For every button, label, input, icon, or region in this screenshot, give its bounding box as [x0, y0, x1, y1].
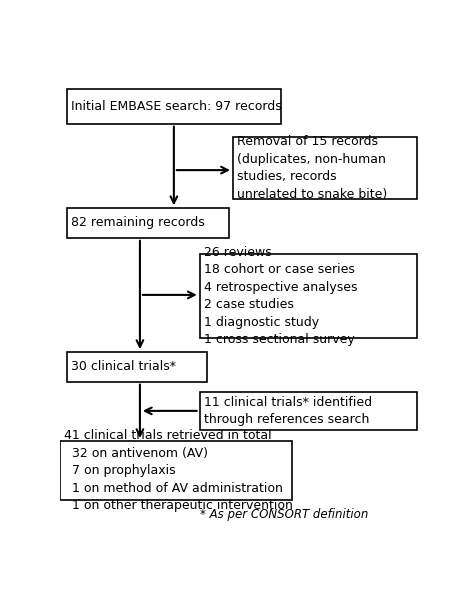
FancyBboxPatch shape — [67, 90, 281, 124]
FancyBboxPatch shape — [60, 441, 292, 500]
FancyBboxPatch shape — [67, 352, 207, 382]
Text: Removal of 15 records
(duplicates, non-human
studies, records
unrelated to snake: Removal of 15 records (duplicates, non-h… — [238, 135, 387, 201]
Text: 41 clinical trials retrieved in total
  32 on antivenom (AV)
  7 on prophylaxis
: 41 clinical trials retrieved in total 32… — [64, 429, 293, 512]
FancyBboxPatch shape — [233, 138, 417, 199]
Text: * As per CONSORT definition: * As per CONSORT definition — [200, 508, 368, 521]
Text: 11 clinical trials* identified
through references search: 11 clinical trials* identified through r… — [204, 396, 372, 426]
Text: Initial EMBASE search: 97 records: Initial EMBASE search: 97 records — [71, 100, 282, 113]
FancyBboxPatch shape — [67, 208, 229, 238]
FancyBboxPatch shape — [200, 254, 417, 338]
Text: 30 clinical trials*: 30 clinical trials* — [71, 361, 176, 374]
FancyBboxPatch shape — [200, 392, 417, 429]
Text: 26 reviews
18 cohort or case series
4 retrospective analyses
2 case studies
1 di: 26 reviews 18 cohort or case series 4 re… — [204, 246, 357, 346]
Text: 82 remaining records: 82 remaining records — [71, 216, 205, 229]
